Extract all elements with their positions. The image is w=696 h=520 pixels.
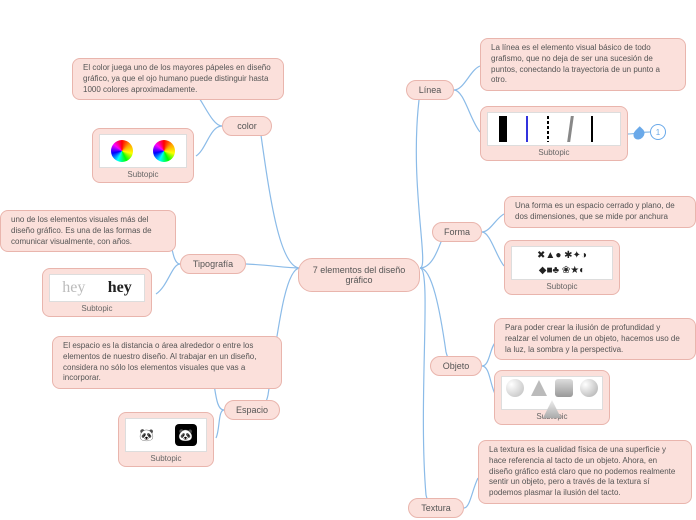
branch-objeto-label: Objeto [443, 361, 470, 371]
sub-linea-label: Subtopic [487, 148, 621, 157]
branch-color[interactable]: color [222, 116, 272, 136]
sub-tipografia[interactable]: hey hey Subtopic [42, 268, 152, 317]
sub-espacio[interactable]: 🐼 🐼 Subtopic [118, 412, 214, 467]
sub-linea[interactable]: Subtopic [480, 106, 628, 161]
sub-forma-label: Subtopic [511, 282, 613, 291]
colorwheel-art [99, 134, 187, 168]
sub-color[interactable]: Subtopic [92, 128, 194, 183]
lines-art [487, 112, 621, 146]
branch-objeto[interactable]: Objeto [430, 356, 482, 376]
sub-tipografia-label: Subtopic [49, 304, 145, 313]
expand-badge[interactable]: 1 [650, 124, 666, 140]
panda-art: 🐼 🐼 [125, 418, 207, 452]
branch-color-label: color [237, 121, 257, 131]
center-node[interactable]: 7 elementos del diseño gráfico [298, 258, 420, 292]
hey-art: hey hey [49, 274, 145, 302]
desc-tipografia: uno de los elementos visuales más del di… [0, 210, 176, 252]
branch-textura[interactable]: Textura [408, 498, 464, 518]
sub-color-label: Subtopic [99, 170, 187, 179]
drop-icon [631, 126, 647, 142]
solids-art [501, 376, 603, 410]
branch-linea[interactable]: Línea [406, 80, 454, 100]
branch-textura-label: Textura [421, 503, 451, 513]
branch-tipografia[interactable]: Tipografía [180, 254, 246, 274]
sub-espacio-label: Subtopic [125, 454, 207, 463]
branch-tipografia-label: Tipografía [193, 259, 233, 269]
desc-linea: La línea es el elemento visual básico de… [480, 38, 686, 91]
center-label: 7 elementos del diseño gráfico [313, 265, 406, 285]
branch-forma-label: Forma [444, 227, 470, 237]
branch-linea-label: Línea [419, 85, 442, 95]
desc-color: El color juega uno de los mayores pápele… [72, 58, 284, 100]
desc-textura: La textura es la cualidad física de una … [478, 440, 692, 504]
sub-objeto[interactable]: Subtopic [494, 370, 610, 425]
branch-espacio[interactable]: Espacio [224, 400, 280, 420]
desc-espacio: El espacio es la distancia o área alrede… [52, 336, 282, 389]
desc-objeto: Para poder crear la ilusión de profundid… [494, 318, 696, 360]
branch-forma[interactable]: Forma [432, 222, 482, 242]
shapes-art: ✖▲● ✱✦◑ ◆■♣ ❀★◐ [511, 246, 613, 280]
sub-forma[interactable]: ✖▲● ✱✦◑ ◆■♣ ❀★◐ Subtopic [504, 240, 620, 295]
branch-espacio-label: Espacio [236, 405, 268, 415]
desc-forma: Una forma es un espacio cerrado y plano,… [504, 196, 696, 228]
